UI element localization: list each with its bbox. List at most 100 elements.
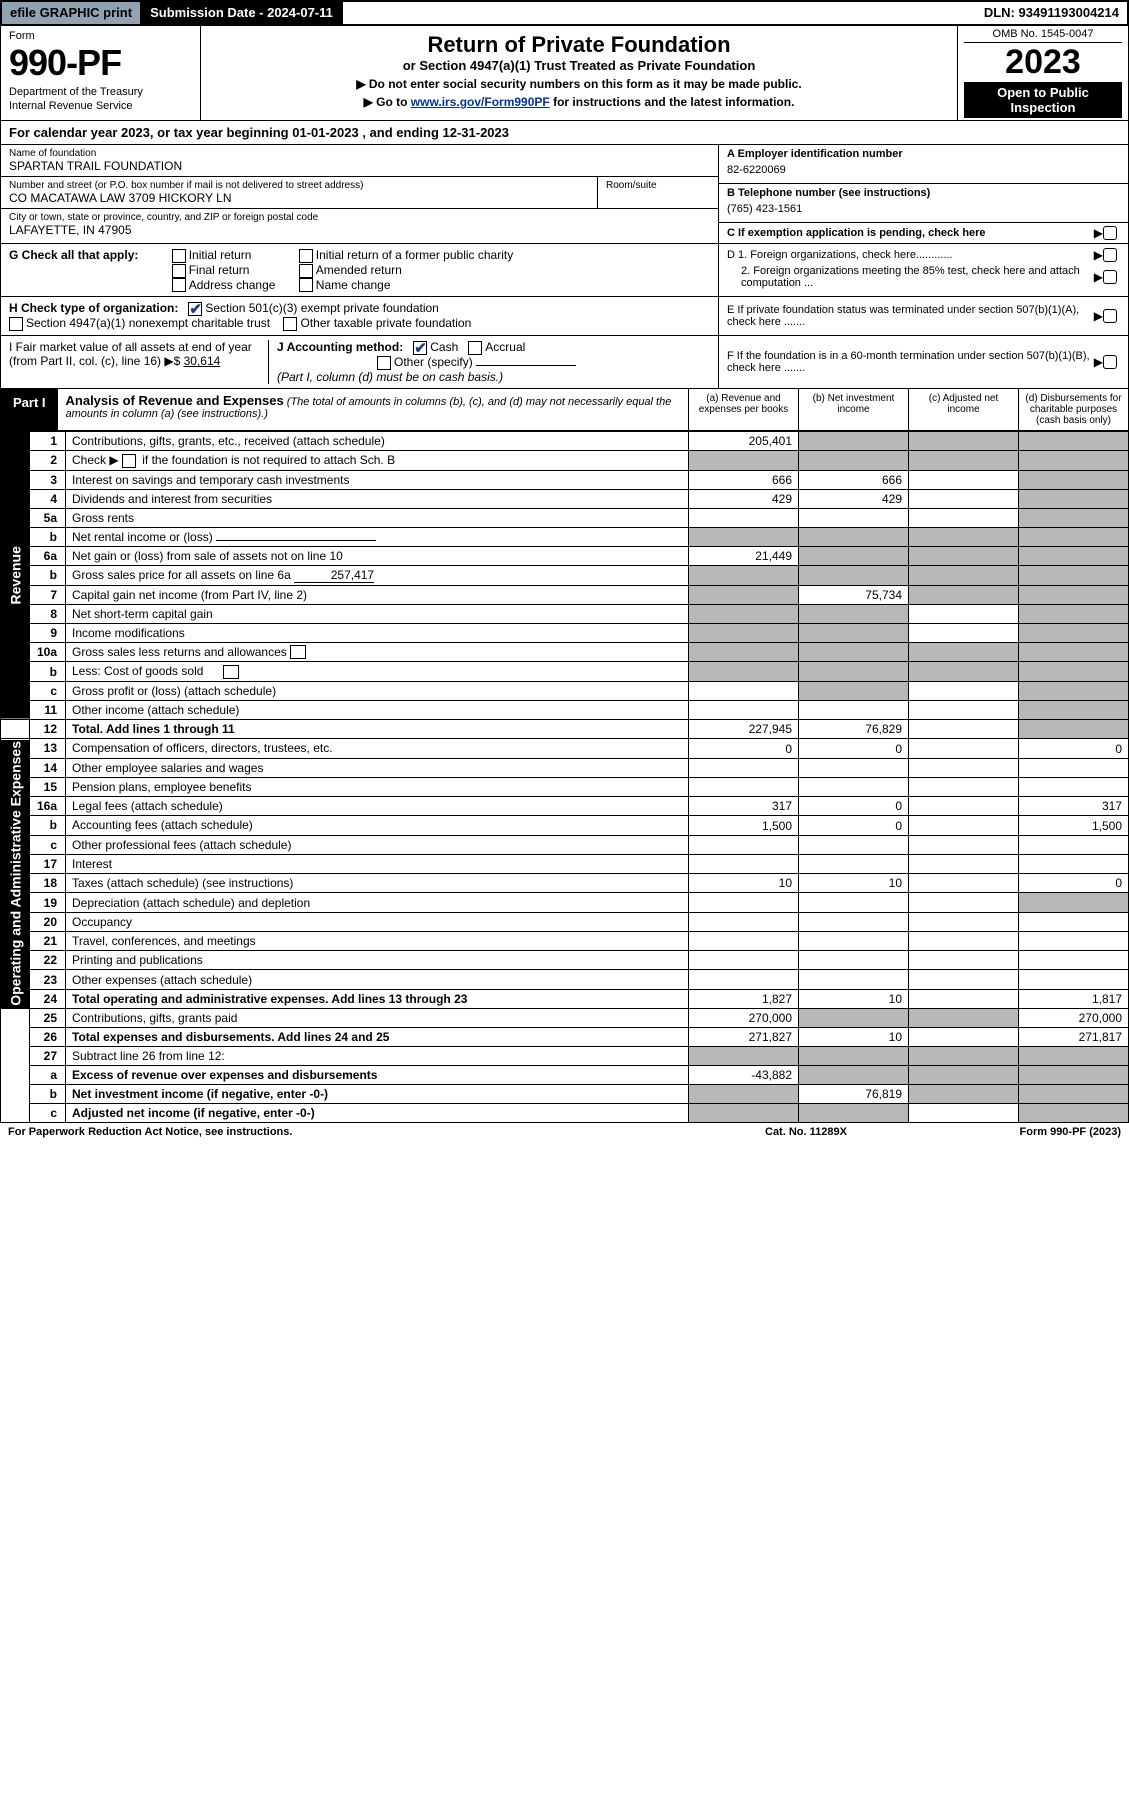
h-e-row: H Check type of organization: Section 50…: [0, 297, 1129, 336]
line-num: 18: [30, 874, 66, 893]
line-num: 22: [30, 951, 66, 970]
line-desc: Net rental income or (loss): [66, 527, 689, 546]
table-row: 25 Contributions, gifts, grants paid 270…: [1, 1009, 1129, 1028]
col-a: 317: [689, 797, 799, 816]
chk-amended[interactable]: [299, 264, 313, 278]
chk-sch-b[interactable]: [122, 454, 136, 468]
col-b: 0: [799, 816, 909, 835]
irs-link[interactable]: www.irs.gov/Form990PF: [411, 95, 550, 109]
table-row: 15 Pension plans, employee benefits: [1, 777, 1129, 796]
d1-checkbox[interactable]: [1103, 248, 1117, 262]
col-a: [689, 585, 799, 604]
chk-name-change[interactable]: [299, 278, 313, 292]
col-b: [799, 623, 909, 642]
col-d: [1019, 508, 1129, 527]
table-row: 2 Check ▶ if the foundation is not requi…: [1, 450, 1129, 470]
table-row: 8 Net short-term capital gain: [1, 604, 1129, 623]
d2-checkbox[interactable]: [1103, 270, 1117, 284]
col-a: [689, 662, 799, 682]
line-num: 13: [30, 739, 66, 758]
line-desc: Total operating and administrative expen…: [66, 989, 689, 1008]
table-row: 18 Taxes (attach schedule) (see instruct…: [1, 874, 1129, 893]
city-state-zip: LAFAYETTE, IN 47905: [9, 223, 710, 237]
line-num: 9: [30, 623, 66, 642]
revenue-side-label: Revenue: [1, 431, 30, 719]
chk-501c3[interactable]: [188, 302, 202, 316]
line-desc: Gross sales price for all assets on line…: [66, 565, 689, 585]
line-num: c: [30, 1104, 66, 1123]
name-label: Name of foundation: [9, 148, 710, 159]
line-desc: Excess of revenue over expenses and disb…: [66, 1066, 689, 1085]
chk-other-taxable[interactable]: [283, 317, 297, 331]
col-c: [909, 682, 1019, 701]
col-d: 317: [1019, 797, 1129, 816]
chk-accrual[interactable]: [468, 341, 482, 355]
spacer: [343, 2, 976, 24]
chk-address-change[interactable]: [172, 278, 186, 292]
line-desc: Check ▶ if the foundation is not require…: [66, 450, 689, 470]
opt-accrual: Accrual: [485, 340, 525, 354]
line-desc: Travel, conferences, and meetings: [66, 931, 689, 950]
col-a: [689, 508, 799, 527]
line-desc: Income modifications: [66, 623, 689, 642]
line-num: 5a: [30, 508, 66, 527]
col-c: [909, 604, 1019, 623]
col-d: [1019, 662, 1129, 682]
irs-label: Internal Revenue Service: [9, 100, 192, 112]
line-num: 21: [30, 931, 66, 950]
part1-header: Part I Analysis of Revenue and Expenses …: [0, 389, 1129, 431]
phone-cell: B Telephone number (see instructions) (7…: [719, 184, 1128, 223]
f-checkbox[interactable]: [1103, 355, 1117, 369]
f-label: F If the foundation is in a 60-month ter…: [727, 350, 1094, 374]
c-checkbox[interactable]: [1103, 226, 1117, 240]
goto-pre: ▶ Go to: [364, 95, 411, 109]
chk-final-return[interactable]: [172, 264, 186, 278]
col-a: 1,827: [689, 989, 799, 1008]
col-b: [799, 565, 909, 585]
line-desc: Gross sales less returns and allowances: [66, 642, 689, 662]
goto-note: ▶ Go to www.irs.gov/Form990PF for instru…: [207, 95, 951, 109]
col-b: 666: [799, 470, 909, 489]
col-a: 10: [689, 874, 799, 893]
col-a: [689, 682, 799, 701]
room-cell: Room/suite: [598, 177, 718, 208]
line-num: 20: [30, 912, 66, 931]
efile-print-button[interactable]: efile GRAPHIC print: [2, 2, 142, 24]
ein-value: 82-6220069: [727, 160, 1120, 180]
column-headers: (a) Revenue and expenses per books (b) N…: [688, 389, 1128, 430]
chk-other-method[interactable]: [377, 356, 391, 370]
table-row: 23 Other expenses (attach schedule): [1, 970, 1129, 989]
entity-block: Name of foundation SPARTAN TRAIL FOUNDAT…: [0, 145, 1129, 244]
e-checkbox[interactable]: [1103, 309, 1117, 323]
table-row: 7 Capital gain net income (from Part IV,…: [1, 585, 1129, 604]
ein-cell: A Employer identification number 82-6220…: [719, 145, 1128, 184]
foundation-name: SPARTAN TRAIL FOUNDATION: [9, 159, 710, 173]
room-label: Room/suite: [606, 180, 710, 191]
table-row: 19 Depreciation (attach schedule) and de…: [1, 893, 1129, 912]
chk-4947[interactable]: [9, 317, 23, 331]
col-c: [909, 623, 1019, 642]
col-c: [909, 701, 1019, 720]
g-section: G Check all that apply: Initial return F…: [1, 244, 718, 296]
form-header: Form 990-PF Department of the Treasury I…: [0, 26, 1129, 121]
address-row: Number and street (or P.O. box number if…: [1, 177, 718, 209]
chk-cash[interactable]: [413, 341, 427, 355]
opt-name-change: Name change: [316, 278, 391, 292]
col-a: 0: [689, 739, 799, 758]
col-a: 429: [689, 489, 799, 508]
foundation-name-cell: Name of foundation SPARTAN TRAIL FOUNDAT…: [1, 145, 718, 177]
opt-other-taxable: Other taxable private foundation: [300, 316, 471, 330]
line-num: 4: [30, 489, 66, 508]
table-row: b Net rental income or (loss): [1, 527, 1129, 546]
line-num: c: [30, 682, 66, 701]
line-num: 14: [30, 758, 66, 777]
line-num: 24: [30, 989, 66, 1008]
table-row: Revenue 1 Contributions, gifts, grants, …: [1, 431, 1129, 450]
col-d: [1019, 489, 1129, 508]
i-section: I Fair market value of all assets at end…: [9, 340, 269, 384]
chk-initial-former[interactable]: [299, 249, 313, 263]
expenses-side-label: Operating and Administrative Expenses: [1, 739, 30, 1009]
chk-initial-return[interactable]: [172, 249, 186, 263]
col-c: [909, 546, 1019, 565]
opt-initial-return: Initial return: [189, 248, 252, 262]
